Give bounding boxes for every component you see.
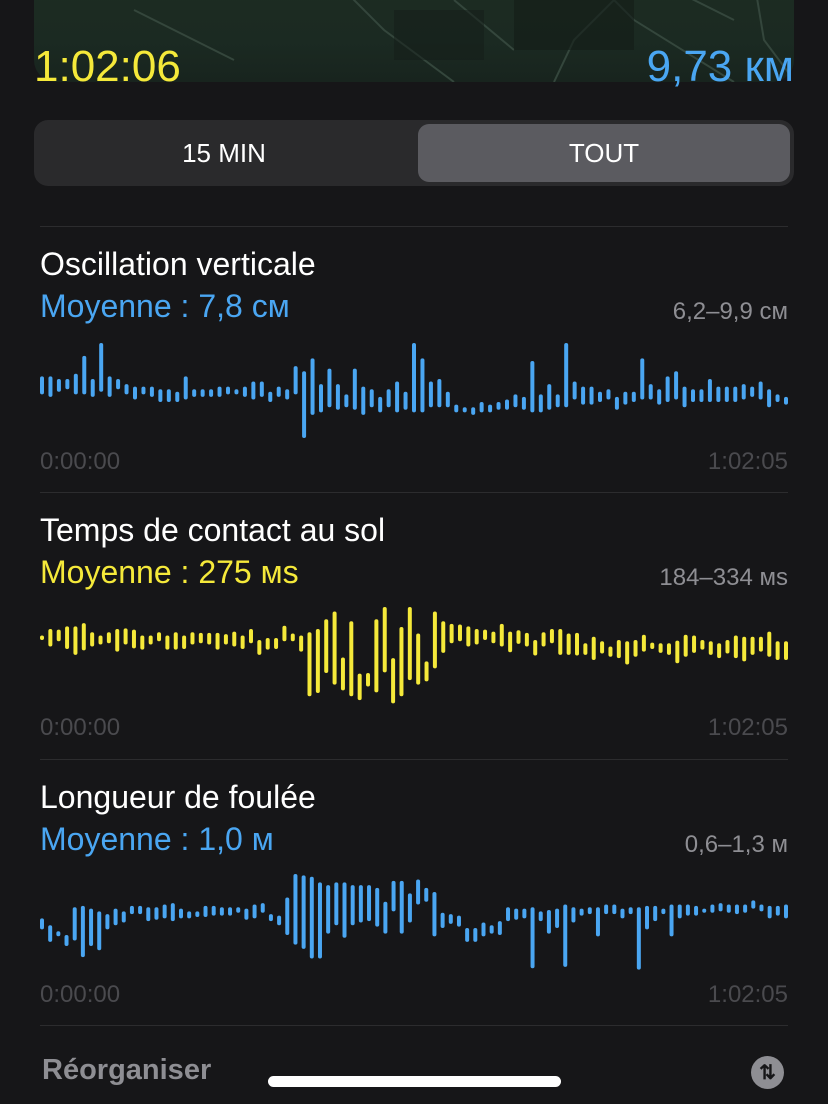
average-value: Moyenne : 1,0 м — [40, 821, 274, 857]
divider — [40, 759, 788, 760]
x-axis-end: 1:02:05 — [707, 448, 788, 475]
arrow-up-down-icon[interactable]: ⇅ — [751, 1056, 784, 1089]
x-axis-end: 1:02:05 — [707, 981, 788, 1008]
workout-distance: 9,73 км — [646, 42, 794, 91]
segment-15-min[interactable]: 15 MIN — [182, 137, 266, 168]
range-value: 184–334 мs — [659, 564, 788, 591]
workout-duration: 1:02:06 — [34, 42, 181, 91]
average-value: Moyenne : 7,8 см — [40, 288, 290, 324]
section-ground-contact-time[interactable]: Temps de contact au sol Moyenne : 275 мs… — [0, 492, 828, 758]
range-value: 0,6–1,3 м — [684, 831, 788, 858]
section-stride-length[interactable]: Longueur de foulée Moyenne : 1,0 м 0,6–1… — [0, 759, 828, 1025]
route-map[interactable] — [34, 0, 794, 82]
section-title: Longueur de foulée — [40, 779, 316, 815]
reorder-button[interactable]: Réorganiser — [42, 1054, 212, 1086]
divider — [40, 492, 788, 493]
divider — [40, 1025, 788, 1026]
stride-length-chart — [40, 874, 788, 970]
x-axis-start: 0:00:00 — [40, 981, 121, 1008]
segment-tout[interactable]: TOUT — [418, 124, 790, 182]
ground-contact-time-chart — [40, 607, 788, 704]
x-axis-start: 0:00:00 — [40, 714, 121, 741]
section-title: Oscillation verticale — [40, 246, 316, 282]
home-indicator[interactable] — [268, 1076, 561, 1087]
time-range-segmented-control: 15 MIN TOUT — [34, 120, 794, 186]
range-value: 6,2–9,9 см — [672, 298, 788, 325]
divider — [40, 226, 788, 227]
x-axis-start: 0:00:00 — [40, 448, 121, 475]
average-value: Moyenne : 275 мs — [40, 554, 299, 590]
section-title: Temps de contact au sol — [40, 512, 386, 548]
section-vertical-oscillation[interactable]: Oscillation verticale Moyenne : 7,8 см 6… — [0, 226, 828, 492]
x-axis-end: 1:02:05 — [707, 714, 788, 741]
map-roads — [133, 0, 794, 82]
vertical-oscillation-chart — [40, 343, 788, 438]
